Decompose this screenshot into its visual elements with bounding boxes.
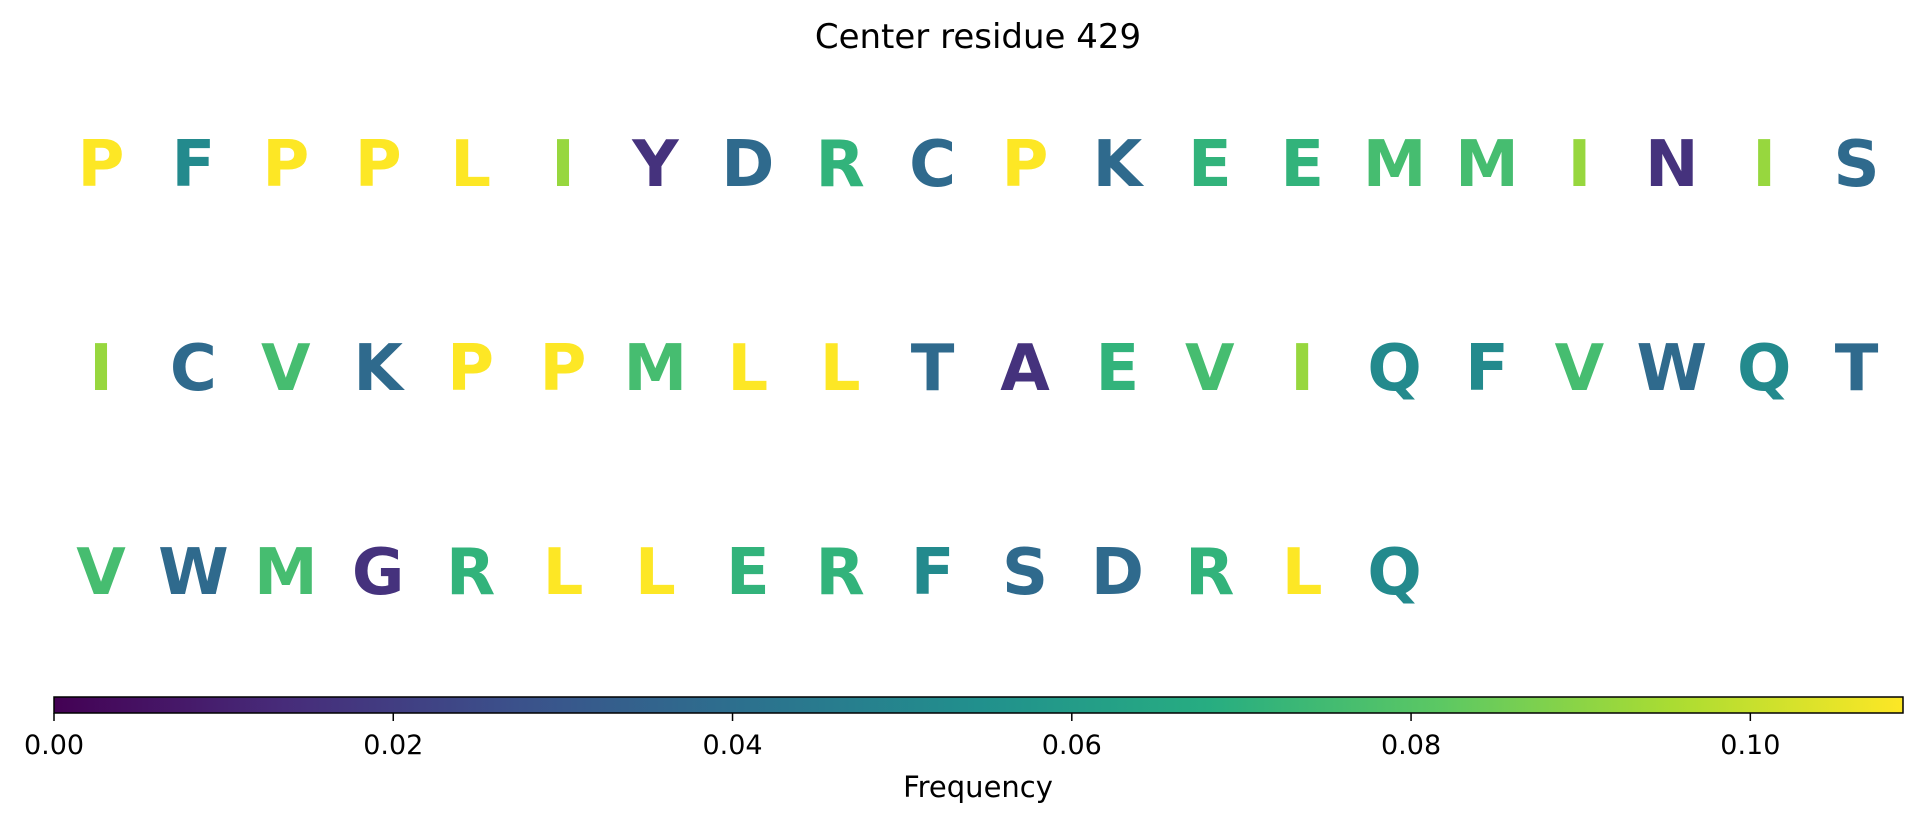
residue-letter: R — [1185, 536, 1234, 610]
colorbar-tick-label: 0.00 — [24, 730, 84, 761]
colorbar-tick-label: 0.08 — [1381, 730, 1441, 761]
residue-letter: W — [158, 536, 229, 610]
residue-letter: P — [447, 332, 494, 406]
letter-grid: P F P P L I Y D R C P K E E M M I N I SI C V K P P M L L T A E V I Q F V W Q T… — [76, 128, 1879, 610]
colorbar-label: Frequency — [903, 770, 1053, 804]
residue-letter: I — [89, 332, 113, 406]
residue-letter: V — [261, 332, 311, 406]
residue-letter: E — [1096, 332, 1140, 406]
residue-letter: R — [446, 536, 495, 610]
residue-letter: M — [1455, 128, 1519, 202]
residue-letter: L — [727, 332, 768, 406]
residue-letter: L — [1282, 536, 1323, 610]
residue-letter: K — [353, 332, 405, 406]
residue-letter: I — [1290, 332, 1314, 406]
chart-title: Center residue 429 — [815, 17, 1141, 57]
residue-letter: N — [1645, 128, 1699, 202]
residue-letter: P — [1002, 128, 1049, 202]
colorbar-tick-label: 0.06 — [1042, 730, 1102, 761]
residue-letter: G — [352, 536, 405, 610]
residue-letter: V — [1185, 332, 1235, 406]
residue-letter: I — [1567, 128, 1591, 202]
residue-letter: V — [76, 536, 126, 610]
colorbar-tick-label: 0.04 — [702, 730, 762, 761]
residue-letter: R — [816, 128, 865, 202]
colorbar-tick-label: 0.02 — [363, 730, 423, 761]
colorbar-ticks: 0.00 0.02 0.04 0.06 0.08 0.10 — [24, 713, 1780, 761]
residue-letter: L — [635, 536, 676, 610]
residue-letter: C — [170, 332, 217, 406]
residue-letter: Q — [1367, 536, 1421, 610]
colorbar-tick-label: 0.10 — [1720, 730, 1780, 761]
residue-letter: Q — [1367, 332, 1421, 406]
residue-letter: L — [820, 332, 861, 406]
residue-letter: S — [1002, 536, 1048, 610]
residue-letter: I — [1752, 128, 1776, 202]
residue-letter: D — [721, 128, 774, 202]
residue-letter: Y — [631, 128, 679, 202]
residue-letter: E — [1280, 128, 1324, 202]
residue-letter: E — [1188, 128, 1232, 202]
residue-letter: L — [543, 536, 584, 610]
residue-letter: Q — [1737, 332, 1791, 406]
residue-letter: S — [1834, 128, 1880, 202]
residue-letter: D — [1091, 536, 1144, 610]
residue-letter: L — [450, 128, 491, 202]
colorbar: 0.00 0.02 0.04 0.06 0.08 0.10 Frequency — [24, 696, 1904, 804]
residue-letter: W — [1637, 332, 1708, 406]
residue-letter: P — [540, 332, 587, 406]
residue-letter: R — [816, 536, 865, 610]
residue-letter: P — [262, 128, 309, 202]
residue-letter: F — [1465, 332, 1509, 406]
residue-letter: P — [78, 128, 125, 202]
residue-letter: F — [911, 536, 955, 610]
residue-letter: I — [551, 128, 575, 202]
residue-letter: E — [726, 536, 770, 610]
residue-letter: C — [909, 128, 956, 202]
residue-letter: T — [911, 332, 955, 406]
residue-letter: M — [1363, 128, 1427, 202]
residue-letter: P — [355, 128, 402, 202]
residue-letter: A — [1000, 332, 1050, 406]
residue-letter: V — [1555, 332, 1605, 406]
residue-letter: K — [1093, 128, 1145, 202]
residue-letter: F — [172, 128, 216, 202]
colorbar-gradient — [53, 696, 1904, 714]
residue-letter: M — [624, 332, 688, 406]
residue-letter: M — [254, 536, 318, 610]
residue-letter: T — [1835, 332, 1879, 406]
